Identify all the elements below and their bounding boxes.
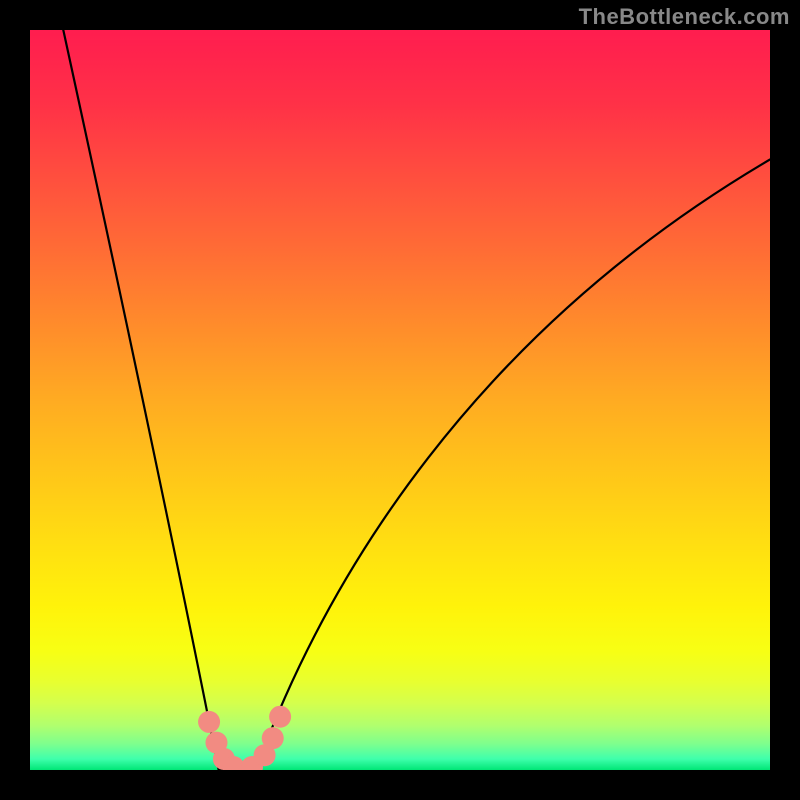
watermark-text: TheBottleneck.com — [579, 4, 790, 30]
gradient-background — [30, 30, 770, 770]
data-marker — [198, 711, 220, 733]
data-marker — [269, 706, 291, 728]
bottleneck-chart — [30, 30, 770, 770]
data-marker — [262, 727, 284, 749]
plot-area — [30, 30, 770, 770]
chart-container: TheBottleneck.com — [0, 0, 800, 800]
